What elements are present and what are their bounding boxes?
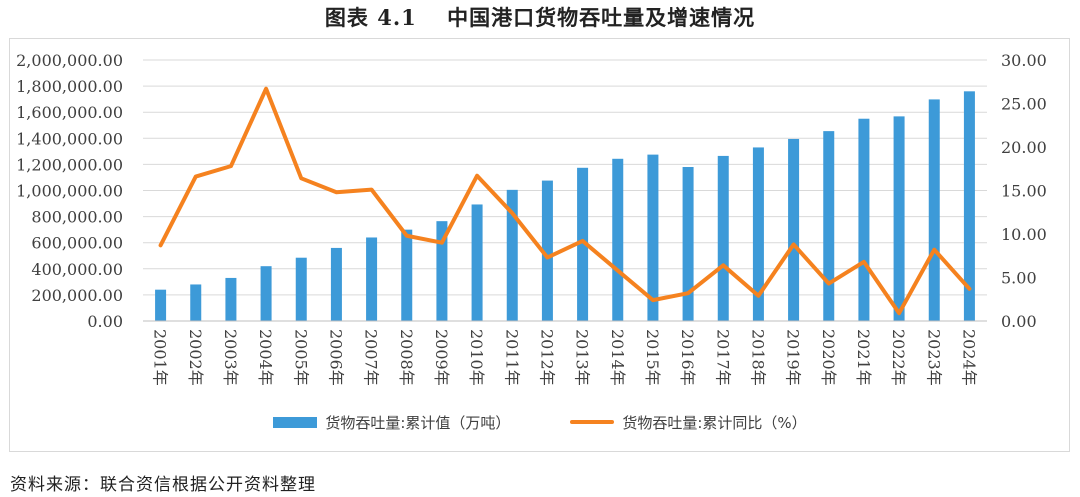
x-tick-label: 2006年: [326, 329, 345, 386]
x-tick-label: 2009年: [432, 329, 451, 386]
x-tick-label: 2017年: [713, 329, 732, 386]
bar: [683, 167, 694, 321]
legend-line-label: 货物吞吐量:累计同比（%）: [622, 412, 806, 433]
y-left-tick-label: 400,000.00: [31, 260, 123, 279]
x-tick-label: 2003年: [221, 329, 240, 386]
x-tick-label: 2022年: [889, 329, 908, 386]
legend-line-swatch: [570, 420, 614, 424]
x-tick-label: 2011年: [502, 329, 521, 386]
source-note: 资料来源：联合资信根据公开资料整理: [10, 470, 316, 495]
x-tick-label: 2021年: [854, 329, 873, 386]
bar: [261, 266, 272, 321]
bar: [472, 204, 483, 321]
y-right-tick-label: 25.00: [1001, 95, 1047, 114]
bar: [929, 99, 940, 321]
y-right-tick-label: 30.00: [1001, 51, 1047, 70]
y-left-tick-label: 1,400,000.00: [16, 129, 123, 148]
x-tick-label: 2014年: [608, 329, 627, 386]
x-tick-label: 2001年: [151, 329, 170, 386]
y-left-tick-label: 1,600,000.00: [16, 103, 123, 122]
bar: [894, 116, 905, 321]
x-tick-label: 2020年: [819, 329, 838, 386]
bar: [401, 230, 412, 321]
x-tick-label: 2023年: [924, 329, 943, 386]
legend-item-bar: 货物吞吐量:累计值（万吨）: [273, 412, 510, 433]
y-left-tick-label: 0.00: [87, 312, 123, 331]
bar: [155, 290, 166, 321]
y-left-tick-label: 600,000.00: [31, 234, 123, 253]
y-left-tick-label: 2,000,000.00: [16, 51, 123, 70]
bar: [788, 139, 799, 321]
y-right-tick-label: 15.00: [1001, 182, 1047, 201]
bar: [366, 237, 377, 321]
legend-item-line: 货物吞吐量:累计同比（%）: [570, 412, 806, 433]
x-tick-label: 2010年: [467, 329, 486, 386]
x-tick-label: 2019年: [784, 329, 803, 386]
series-line: [161, 89, 970, 313]
bar: [858, 119, 869, 321]
bar: [225, 278, 236, 321]
x-tick-label: 2018年: [748, 329, 767, 386]
bar: [190, 284, 201, 321]
x-tick-label: 2002年: [186, 329, 205, 386]
y-left-tick-label: 1,800,000.00: [16, 77, 123, 96]
legend: 货物吞吐量:累计值（万吨） 货物吞吐量:累计同比（%）: [0, 410, 1080, 434]
x-tick-label: 2004年: [256, 329, 275, 386]
y-right-tick-label: 0.00: [1001, 312, 1037, 331]
x-tick-label: 2008年: [397, 329, 416, 386]
y-right-tick-label: 5.00: [1001, 269, 1037, 288]
x-tick-label: 2013年: [573, 329, 592, 386]
y-left-tick-label: 800,000.00: [31, 208, 123, 227]
bar: [296, 258, 307, 321]
bar: [823, 131, 834, 321]
y-left-tick-label: 1,000,000.00: [16, 182, 123, 201]
x-tick-label: 2015年: [643, 329, 662, 386]
x-tick-label: 2005年: [291, 329, 310, 386]
legend-bar-label: 货物吞吐量:累计值（万吨）: [325, 412, 510, 433]
y-right-tick-label: 10.00: [1001, 225, 1047, 244]
bar: [718, 156, 729, 321]
y-left-tick-label: 200,000.00: [31, 286, 123, 305]
bar: [331, 248, 342, 321]
x-tick-label: 2024年: [959, 329, 978, 386]
legend-bar-swatch: [273, 417, 317, 428]
x-tick-label: 2016年: [678, 329, 697, 386]
bar: [612, 159, 623, 321]
y-left-tick-label: 1,200,000.00: [16, 155, 123, 174]
x-tick-label: 2007年: [362, 329, 381, 386]
x-tick-label: 2012年: [537, 329, 556, 386]
y-right-tick-label: 20.00: [1001, 138, 1047, 157]
